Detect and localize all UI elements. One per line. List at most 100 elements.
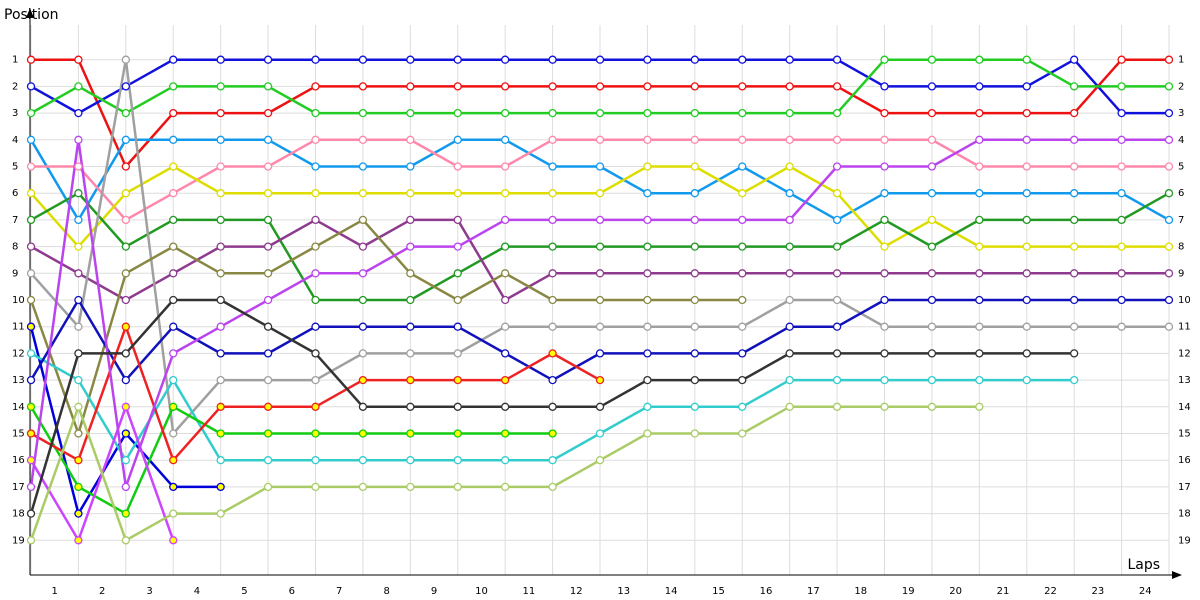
y-tick-label: 8 xyxy=(12,242,18,253)
lap-marker xyxy=(1164,55,1174,64)
x-tick-label: 15 xyxy=(712,586,725,597)
lap-marker xyxy=(832,295,842,305)
lap-marker xyxy=(216,242,225,251)
lap-marker xyxy=(1117,135,1126,144)
lap-marker xyxy=(501,215,510,225)
lap-marker xyxy=(216,269,225,278)
y-tick-label: 10 xyxy=(12,295,25,306)
lap-marker xyxy=(311,108,320,118)
lap-marker xyxy=(311,189,320,198)
lap-marker xyxy=(785,162,794,171)
lap-marker xyxy=(832,162,842,171)
lap-marker xyxy=(975,349,984,358)
lap-marker xyxy=(690,402,699,411)
lap-marker xyxy=(548,349,557,358)
lap-marker xyxy=(26,456,36,465)
lap-marker xyxy=(74,162,83,171)
lap-marker xyxy=(406,456,415,465)
lap-marker xyxy=(121,536,130,545)
lap-marker xyxy=(121,349,130,358)
lap-marker xyxy=(121,295,130,305)
lap-marker xyxy=(74,402,83,411)
lap-marker xyxy=(927,108,937,118)
lap-marker xyxy=(880,189,889,198)
lap-marker xyxy=(358,269,368,278)
lap-marker xyxy=(690,162,699,171)
lap-marker xyxy=(832,402,842,411)
lap-marker xyxy=(1117,108,1126,118)
lap-marker xyxy=(311,215,320,225)
lap-marker xyxy=(1164,295,1174,305)
lap-marker xyxy=(74,215,83,225)
y-tick-label: 3 xyxy=(12,108,18,119)
y-tick-label: 15 xyxy=(1178,428,1191,439)
lap-marker xyxy=(501,55,510,64)
y-tick-label: 12 xyxy=(12,348,25,359)
x-tick-label: 18 xyxy=(854,586,867,597)
lap-marker xyxy=(263,295,273,305)
lap-marker xyxy=(501,322,510,331)
lap-marker xyxy=(453,269,462,278)
lap-marker xyxy=(548,456,557,465)
lap-marker xyxy=(26,536,36,545)
lap-marker xyxy=(643,375,652,385)
x-tick-label: 12 xyxy=(570,586,583,597)
lap-marker xyxy=(26,162,36,171)
lap-marker xyxy=(880,402,889,411)
lap-marker xyxy=(927,82,937,91)
lap-marker xyxy=(453,135,462,144)
lap-marker xyxy=(311,242,320,251)
y-tick-label: 6 xyxy=(12,188,18,199)
lap-marker xyxy=(358,375,368,385)
lap-marker xyxy=(1070,108,1079,118)
lap-marker xyxy=(311,349,320,358)
lap-marker xyxy=(975,162,984,171)
lap-marker xyxy=(453,162,462,171)
lap-marker xyxy=(453,482,462,492)
x-tick-label: 21 xyxy=(997,586,1010,597)
lap-marker xyxy=(169,295,178,305)
lap-marker xyxy=(501,189,510,198)
lap-marker xyxy=(169,429,178,438)
lap-marker xyxy=(501,162,510,171)
lap-marker xyxy=(690,349,699,358)
y-tick-label: 2 xyxy=(12,81,18,92)
lap-marker xyxy=(643,162,652,171)
x-tick-label: 6 xyxy=(289,586,295,597)
x-tick-label: 11 xyxy=(523,586,536,597)
lap-marker xyxy=(121,135,130,144)
lap-marker xyxy=(975,55,984,64)
lap-marker xyxy=(643,55,652,64)
lap-marker xyxy=(74,135,83,144)
lap-marker xyxy=(26,108,36,118)
lap-marker xyxy=(643,295,652,305)
lap-marker xyxy=(548,402,557,411)
lap-marker xyxy=(832,349,842,358)
lap-marker xyxy=(1164,322,1174,331)
lap-marker xyxy=(26,189,36,198)
lap-marker xyxy=(74,536,83,545)
lap-marker xyxy=(74,242,83,251)
lap-marker xyxy=(216,162,225,171)
y-tick-label: 2 xyxy=(1178,81,1184,92)
lap-marker xyxy=(1117,242,1126,251)
lap-marker xyxy=(311,429,320,438)
lap-marker xyxy=(927,162,937,171)
y-tick-label: 13 xyxy=(12,375,25,386)
y-tick-label: 11 xyxy=(1178,322,1191,333)
lap-marker xyxy=(406,375,415,385)
lap-marker xyxy=(358,456,368,465)
lap-marker xyxy=(1164,162,1174,171)
lap-marker xyxy=(26,482,36,492)
lap-marker xyxy=(832,375,842,385)
y-tick-label: 4 xyxy=(12,135,18,146)
x-tick-label: 16 xyxy=(760,586,773,597)
lap-marker xyxy=(216,135,225,144)
lap-marker xyxy=(927,375,937,385)
lap-marker xyxy=(121,402,130,411)
lap-marker xyxy=(690,242,699,251)
lap-marker xyxy=(263,242,273,251)
lap-marker xyxy=(595,242,605,251)
lap-marker xyxy=(358,82,368,91)
lap-marker xyxy=(1022,135,1031,144)
